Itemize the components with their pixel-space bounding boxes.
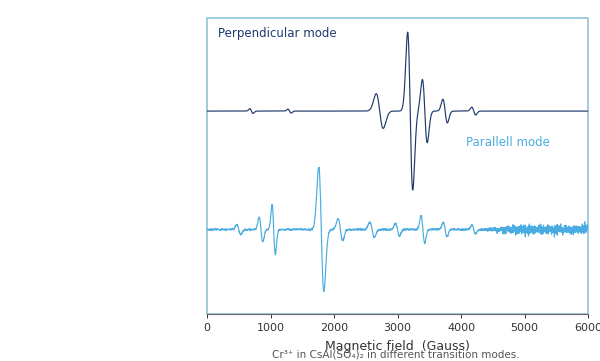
Text: Parallell mode: Parallell mode: [466, 136, 550, 149]
X-axis label: Magnetic field  (Gauss): Magnetic field (Gauss): [325, 340, 470, 353]
Text: Perpendicular mode: Perpendicular mode: [218, 27, 337, 40]
Text: Cr³⁺ in CsAl(SO₄)₂ in different transition modes.: Cr³⁺ in CsAl(SO₄)₂ in different transiti…: [272, 349, 520, 359]
